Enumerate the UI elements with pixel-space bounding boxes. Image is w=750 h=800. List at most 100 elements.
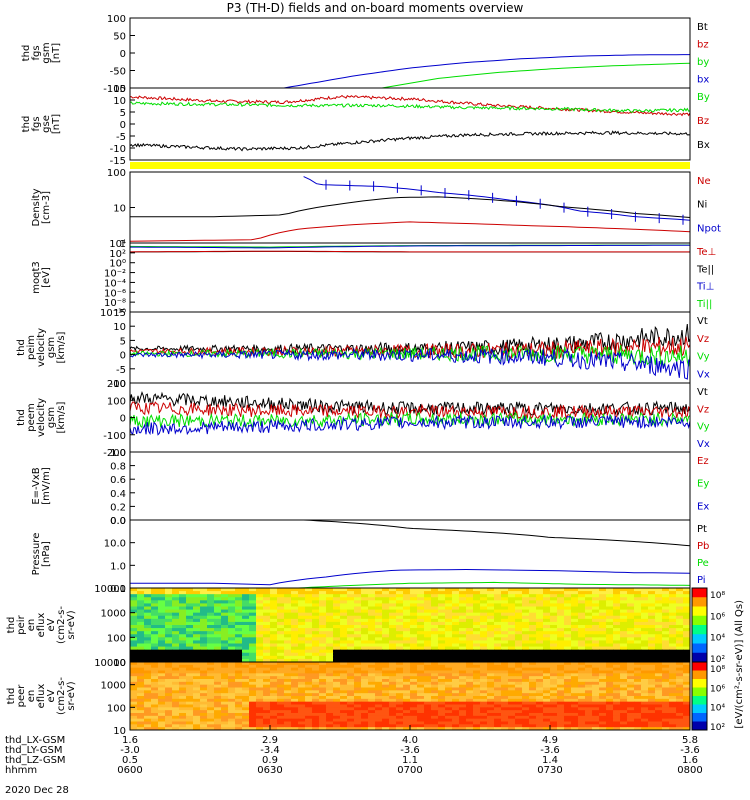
ytick-label: -10 <box>110 379 126 390</box>
ylabel-line: thd <box>16 409 27 426</box>
ytick-label: -15 <box>110 156 126 167</box>
legend-Vz: Vz <box>697 334 709 345</box>
ylabel-line: peem <box>26 403 37 431</box>
legend-bx: bx <box>697 75 709 86</box>
ylabel-line: (cm2-s- <box>56 677 67 715</box>
ylabel-line: thd <box>16 339 27 356</box>
legend-Ti⊥: Ti⊥ <box>696 282 714 293</box>
xaxis-value: -3.4 <box>260 745 280 756</box>
ylabel-line: fgs <box>31 116 42 131</box>
panel-frame <box>129 171 691 244</box>
panel-fgs <box>129 17 691 89</box>
xaxis-value: 0.5 <box>122 755 138 766</box>
ytick-label: 10⁴ <box>109 239 126 250</box>
ytick-label: 10⁻⁸ <box>104 298 126 309</box>
ylabel-line: sr-eV) <box>66 681 77 710</box>
series-peim-Vy <box>129 344 691 367</box>
legend-Vx: Vx <box>697 439 710 450</box>
xaxis-value: 5.8 <box>682 735 698 746</box>
legend-Bt: Bt <box>697 22 708 33</box>
legend-Npot: Npot <box>697 223 721 234</box>
date-label: 2020 Dec 28 <box>5 785 69 796</box>
legend-Te||: Te|| <box>696 264 714 275</box>
ytick-label: 10000 <box>94 584 126 595</box>
series-peim-Vx <box>129 347 691 380</box>
xaxis-value: -3.6 <box>400 745 420 756</box>
ytick-label: 10⁻⁴ <box>104 278 126 289</box>
ytick-label: -100 <box>103 84 126 95</box>
ytick-label: 0 <box>120 120 126 131</box>
ylabel-line: sr-eV) <box>66 610 77 639</box>
legend-Vt: Vt <box>697 387 708 398</box>
ylabel-line: [km/s] <box>56 331 67 363</box>
legend-bz: bz <box>697 40 709 51</box>
panel-peer <box>129 661 691 731</box>
xaxis-value: 1.6 <box>122 735 138 746</box>
series-temp-Ti⊥ <box>130 244 691 249</box>
xaxis-value: 1.6 <box>682 755 698 766</box>
ytick-label: 10 <box>113 322 126 333</box>
xaxis-value: 1.4 <box>542 755 558 766</box>
ytick-label: 10 <box>113 658 126 669</box>
xaxis-row-label: thd_LZ-GSM <box>5 755 66 766</box>
ytick-label: -100 <box>103 431 126 442</box>
xaxis-value: 0730 <box>537 765 562 776</box>
legend-Pt: Pt <box>697 524 707 535</box>
xaxis-value: 0.9 <box>262 755 278 766</box>
ylabel-line: peir <box>16 614 27 634</box>
xaxis-value: -3.0 <box>120 745 140 756</box>
ytick-label: 0.1 <box>110 584 126 595</box>
ytick-label: 10000 <box>94 658 126 669</box>
ytick-label: 50 <box>113 32 126 43</box>
xaxis-row-label: thd_LY-GSM <box>5 745 62 756</box>
panel-fgs-gse <box>129 87 691 161</box>
ytick-label: -5 <box>116 365 126 376</box>
ytick-label: 200 <box>107 379 126 390</box>
ytick-label: -5 <box>116 132 126 143</box>
ylabel-line: eflux <box>36 684 47 709</box>
ylabel-line: velocity <box>36 328 47 367</box>
ytick-label: 1 <box>120 239 126 250</box>
series-temp-Te⊥ <box>129 250 690 253</box>
colorbar-label: [eV/(cm²-s-sr-eV)] (All Qs) <box>734 600 745 729</box>
panel-peir <box>129 587 691 663</box>
legend-Te⊥: Te⊥ <box>696 247 716 258</box>
ytick-label: 0 <box>120 351 126 362</box>
ylabel-line: [nPa] <box>41 541 52 567</box>
legend-Ne: Ne <box>697 176 711 187</box>
ytick-label: 15 <box>113 84 126 95</box>
ylabel-line: fgs <box>31 45 42 60</box>
ytick-label: 10⁰ <box>109 259 126 270</box>
ytick-label: -10 <box>110 144 126 155</box>
ylabel-line: Density <box>31 188 42 226</box>
xaxis-value: 0700 <box>397 765 422 776</box>
xaxis-value: 0630 <box>257 765 282 776</box>
panel-peim <box>129 311 691 384</box>
panel-frame <box>129 242 691 313</box>
xaxis-value: 2.9 <box>262 735 278 746</box>
ylabel-line: en <box>26 619 37 632</box>
ylabel-line: Pressure <box>31 533 42 576</box>
ytick-label: 10 <box>113 726 126 737</box>
colorbar-frame <box>691 661 708 731</box>
ylabel-line: peim <box>26 335 37 360</box>
series-density-Npot <box>303 176 691 221</box>
series-peem-Vt <box>129 390 691 417</box>
series-pressure-Pt <box>303 519 691 547</box>
legend-Ex: Ex <box>697 501 709 512</box>
series-density-Ne <box>129 221 691 242</box>
ylabel-line: eV <box>46 618 57 631</box>
legend-Pe: Pe <box>697 558 709 569</box>
legend-Pi: Pi <box>697 575 706 586</box>
data-quality-bar <box>130 162 690 169</box>
xaxis-value: 0600 <box>117 765 142 776</box>
ytick-label: 0.8 <box>110 462 126 473</box>
ytick-label: 10² <box>109 249 126 260</box>
ytick-label: 5 <box>120 336 126 347</box>
panel-frame <box>129 17 691 89</box>
legend-Vy: Vy <box>697 422 710 433</box>
ytick-label: 100 <box>107 633 126 644</box>
xaxis-row-label: hhmm <box>5 765 37 776</box>
ylabel-line: thd <box>6 688 17 705</box>
ytick-label: 1000 <box>101 681 126 692</box>
